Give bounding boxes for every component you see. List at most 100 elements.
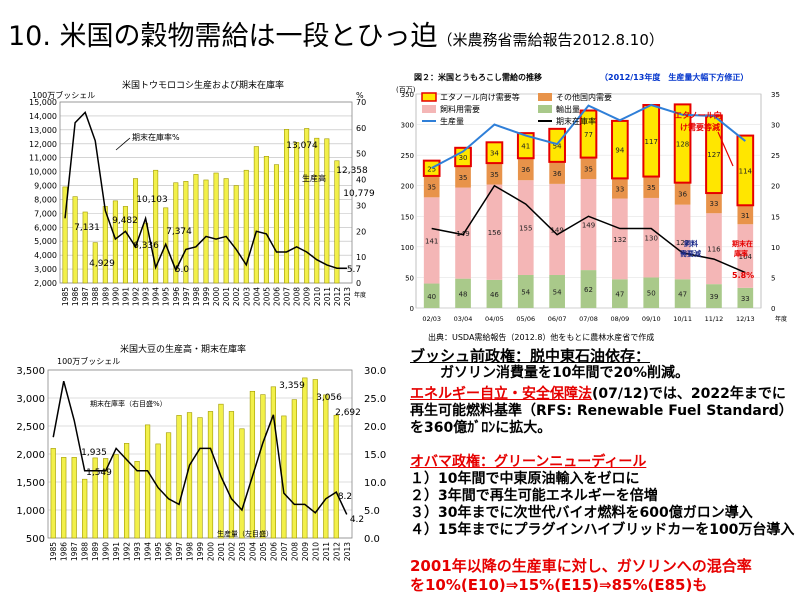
chart2-bar-feed	[643, 197, 660, 278]
chart1-x-label: 年度	[354, 291, 366, 299]
chart3-x-tick: 2002	[227, 542, 236, 561]
chart1-y-tick: 6,000	[34, 223, 57, 232]
chart1-x-tick: 2003	[242, 287, 251, 306]
corn-production-chart-svg: 米国トウモロコシ生産および期末在庫率 100万ブッシェル % 2,000 3,000 4,…	[29, 79, 375, 306]
chart2-bar-export-label: 47	[678, 291, 687, 299]
chart3-y2-tick: 0.0	[364, 534, 380, 545]
blend-line-2: を10%(E10)⇒15%(E15)⇒85%(E85)も	[410, 576, 708, 594]
chart1-y-tick: 8,000	[34, 195, 57, 204]
chart2-bar-ethanol-label: 25	[427, 165, 436, 173]
chart1-data-label: 9,482	[112, 216, 138, 226]
chart2-bar-feed	[517, 180, 534, 275]
chart3-x-tick: 1993	[133, 542, 142, 561]
chart2-bar-other-label: 35	[647, 184, 656, 192]
chart3-data-label: 1,935	[81, 448, 107, 458]
chart3-bar	[144, 424, 151, 539]
chart1-annotation-stock: 期末在庫率%	[132, 132, 180, 142]
chart2-annotation-stock-value: 5.8%	[732, 271, 754, 280]
chart2-bar-feed	[549, 183, 565, 275]
chart1-x-tick: 2009	[303, 287, 312, 306]
chart2-bar-other-label: 36	[553, 170, 562, 178]
chart2-y2-tick: 35	[771, 91, 780, 99]
chart1-y-tick: 14,000	[29, 112, 57, 121]
chart1-x-tick: 1996	[172, 287, 181, 306]
chart3-x-tick: 1988	[81, 542, 90, 561]
chart2-bar-feed-label: 116	[707, 246, 721, 254]
chart1-bar	[122, 206, 128, 284]
chart3-x-tick: 2011	[322, 542, 331, 561]
chart2-bar-other	[455, 166, 471, 188]
chart2-x-tick: 02/03	[422, 315, 441, 323]
chart1-x-tick: 2001	[222, 287, 231, 306]
chart2-x-tick: 06/07	[548, 315, 567, 323]
chart1-y-tick: 9,000	[34, 182, 57, 191]
chart2-bar-ethanol-label: 94	[615, 147, 624, 155]
slide-title-main: 10. 米国の穀物需給は一段とひっ迫	[8, 21, 438, 52]
chart1-y-tick: 12,000	[29, 140, 57, 149]
chart1-x-tick: 1998	[192, 287, 201, 306]
chart2-bar-ethanol	[422, 159, 441, 177]
chart1-bar	[203, 179, 209, 284]
chart3-annotation-prod: 生産量（左目盛）	[217, 529, 273, 538]
chart3-bar	[312, 379, 318, 539]
chart3-x-tick: 1990	[102, 542, 111, 561]
chart3-title: 米国大豆の生産高・期末在庫率	[120, 343, 246, 355]
chart1-bar	[304, 128, 310, 284]
blend-text: 2001年以降の生産車に対し、ガソリンへの混合率 を10%(E10)⇒15%(E…	[410, 557, 798, 595]
chart3-y2-tick: 30.0	[364, 366, 386, 377]
chart1-y-tick: 11,000	[29, 154, 57, 163]
chart1-bar	[233, 185, 239, 284]
chart2-annotation-arrow	[717, 131, 734, 167]
energy-act-heading: エネルギー自立・安全保障法	[410, 386, 592, 402]
chart3-bar	[260, 394, 266, 539]
chart1-title: 米国トウモロコシ生産および期末在庫率	[122, 79, 284, 91]
chart1-x-tick: 2011	[323, 287, 332, 306]
chart1-x-tick: 2007	[283, 287, 292, 306]
slide-title: 10. 米国の穀物需給は一段とひっ迫（米農務省需給報告2012.8.10）	[8, 14, 664, 53]
chart2-bar-export	[580, 270, 597, 308]
chart2-legend-label: エタノール向け需要等	[440, 92, 520, 102]
chart2-bar-ethanol	[454, 146, 472, 168]
chart2-y2-tick: 15	[771, 213, 780, 221]
chart2-bar-other-label: 36	[678, 191, 687, 199]
chart3-data-label: 3,359	[279, 381, 305, 391]
chart2-bar-feed	[706, 213, 722, 285]
chart3-x-tick: 2013	[343, 542, 352, 561]
chart2-bar-export-label: 50	[647, 290, 656, 298]
chart1-bar	[92, 242, 98, 284]
chart1-data-label: 7,131	[74, 223, 100, 233]
chart2-bar-export	[706, 284, 722, 308]
chart3-x-tick: 1996	[165, 542, 174, 561]
chart3-y2-tick: 5.0	[364, 506, 380, 517]
chart2-bar-export-label: 39	[709, 293, 718, 301]
chart2-bar-feed	[423, 197, 440, 284]
chart2-bar-export-label: 48	[459, 290, 468, 298]
chart1-y2-tick: 60	[356, 124, 366, 133]
chart2-bar-ethanol-label: 127	[707, 151, 720, 159]
chart2-bar-export-label: 62	[584, 286, 593, 294]
chart3-x-tick: 1998	[186, 542, 195, 561]
chart2-legend-label: 生産量	[440, 116, 464, 126]
chart1-bar	[273, 164, 279, 284]
chart2-legend-swatch	[422, 105, 436, 113]
chart2-bar-ethanol-label: 34	[490, 150, 499, 158]
chart2-bar-export-label: 47	[615, 291, 624, 299]
chart1-x-tick: 1993	[142, 287, 151, 306]
chart3-bar	[323, 394, 329, 539]
chart1-y2-tick: 40	[356, 176, 366, 185]
chart2-bar-ethanol	[485, 141, 504, 165]
chart3-x-tick: 2012	[332, 542, 341, 561]
chart3-bar	[155, 443, 161, 539]
chart1-data-label: 6,336	[133, 241, 159, 251]
chart3-y-tick: 1,000	[16, 506, 45, 517]
chart3-bar	[239, 428, 245, 539]
chart1-y2-tick: 10	[356, 253, 366, 262]
chart3-bar	[71, 457, 77, 539]
chart2-bar-other	[486, 163, 503, 185]
chart1-x-tick: 1990	[111, 287, 120, 306]
chart2-bar-export	[737, 287, 754, 308]
chart2-bar-export-label: 46	[490, 291, 499, 299]
chart2-bar-ethanol-label: 54	[553, 142, 562, 150]
chart3-x-tick: 2010	[311, 542, 320, 561]
